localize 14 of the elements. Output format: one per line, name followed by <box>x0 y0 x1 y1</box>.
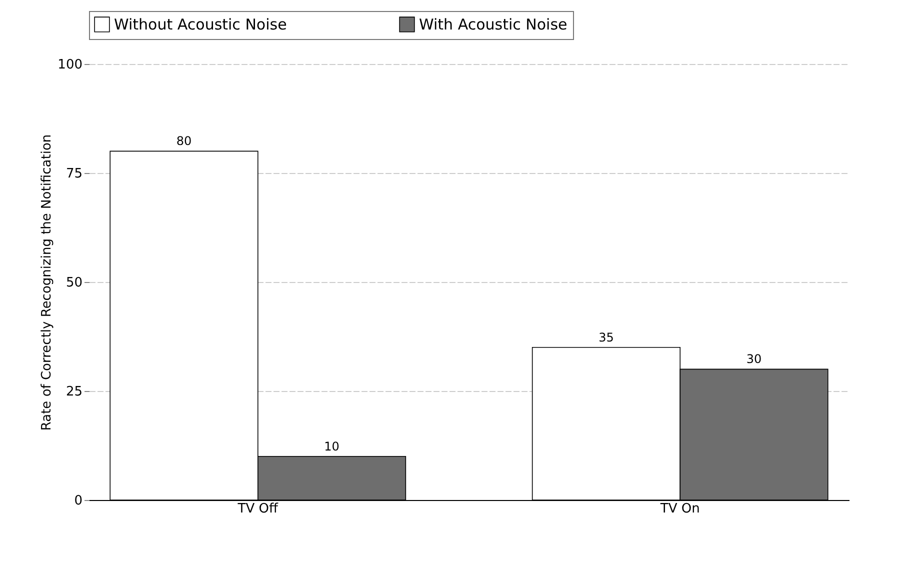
y-tick-label: 75 <box>66 166 82 182</box>
data-label: 80 <box>176 134 192 148</box>
data-label: 35 <box>598 330 614 344</box>
legend-label: With Acoustic Noise <box>419 15 568 34</box>
y-tick-label: 100 <box>58 58 82 72</box>
data-label: 10 <box>324 439 340 454</box>
legend-label: Without Acoustic Noise <box>114 15 287 34</box>
y-axis-title: Rate of Correctly Recognizing the Notification <box>40 134 55 431</box>
x-tick-label: TV On <box>659 502 700 516</box>
y-tick-label: 0 <box>74 494 82 508</box>
y-tick-label: 50 <box>66 276 82 290</box>
x-tick-label: TV Off <box>236 502 280 516</box>
y-tick-label: 25 <box>66 384 82 400</box>
data-label: 30 <box>746 352 762 366</box>
